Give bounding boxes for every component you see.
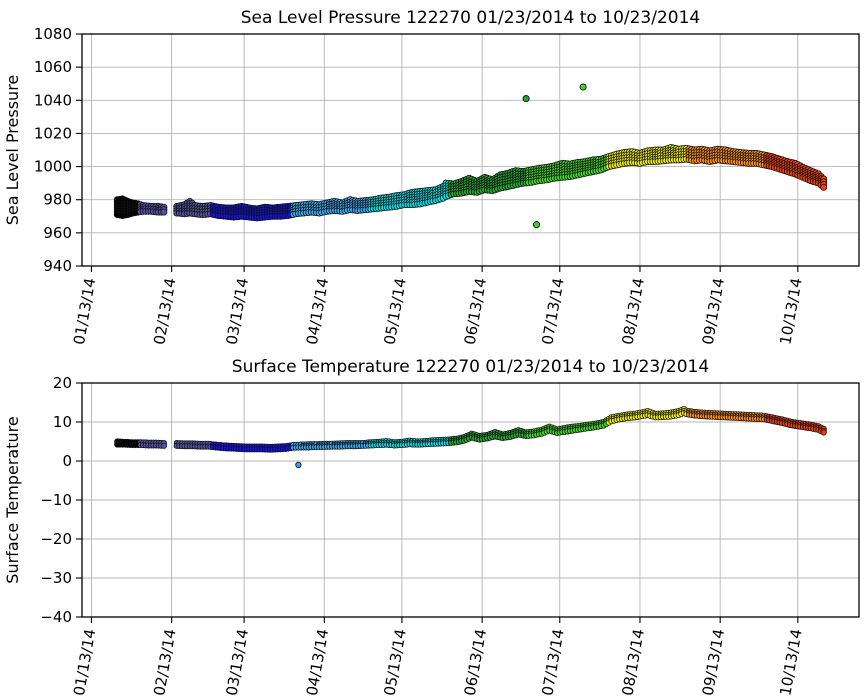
x-tick-label: 10/13/14	[776, 628, 805, 697]
y-tick-label: 960	[43, 224, 72, 242]
y-tick-label: 0	[62, 452, 72, 470]
x-tick-label: 07/13/14	[538, 277, 567, 346]
y-tick-label: 1000	[34, 158, 72, 176]
x-tick-label: 06/13/14	[461, 628, 490, 697]
y-tick-label: 1020	[34, 124, 72, 142]
x-tick-label: 08/13/14	[618, 277, 647, 346]
x-tick-label: 05/13/14	[380, 628, 409, 697]
y-tick-label: 20	[53, 374, 72, 392]
y-tick-label: 1060	[34, 58, 72, 76]
outlier-point	[522, 95, 530, 103]
outlier-points	[295, 461, 302, 469]
x-tick-label: 01/13/14	[70, 277, 99, 346]
outlier-point	[579, 83, 587, 91]
y-tick-label: 980	[43, 191, 72, 209]
x-tick-label: 07/13/14	[538, 628, 567, 697]
plot-border	[81, 33, 860, 267]
x-tick-label: 02/13/14	[150, 277, 179, 346]
y-tick-label: 10	[53, 413, 72, 431]
y-tick-label: −40	[40, 608, 72, 626]
outlier-point	[532, 221, 541, 229]
chart-title: Surface Temperature 122270 01/23/2014 to…	[232, 357, 709, 377]
x-tick-label: 10/13/14	[776, 277, 805, 346]
x-tick-label: 09/13/14	[699, 277, 728, 346]
y-tick-label: 940	[43, 257, 72, 275]
x-tick-label: 08/13/14	[618, 628, 647, 697]
axis-ticks	[76, 382, 799, 623]
axis-ticks	[76, 33, 799, 272]
x-tick-label: 06/13/14	[461, 277, 490, 346]
y-tick-label: 1080	[34, 25, 72, 43]
y-tick-label: −10	[40, 491, 72, 509]
x-tick-label: 03/13/14	[223, 628, 252, 697]
temperature-chart: −40 −30 −20 −10 0 10 20 01/13/14 02/13/14 03/13/1…	[3, 357, 860, 697]
y-tick-label: 1040	[34, 91, 72, 109]
y-axis-label: Sea Level Pressure	[3, 75, 22, 226]
x-tick-label: 04/13/14	[303, 277, 332, 346]
scatter-band	[114, 406, 827, 453]
x-tick-label: 04/13/14	[303, 628, 332, 697]
y-axis-label: Surface Temperature	[3, 416, 22, 583]
chart-title: Sea Level Pressure 122270 01/23/2014 to …	[241, 8, 700, 28]
pressure-chart: 940 960 980 1000 1020 1040 1060 1080 01/13/14 02/…	[3, 8, 860, 346]
x-tick-label: 03/13/14	[223, 277, 252, 346]
outlier-points	[522, 83, 587, 229]
x-tick-label: 09/13/14	[699, 628, 728, 697]
y-tick-label: −20	[40, 530, 72, 548]
x-tick-label: 05/13/14	[380, 277, 409, 346]
outlier-point	[295, 461, 302, 469]
scatter-band	[113, 144, 828, 222]
x-tick-label: 02/13/14	[150, 628, 179, 697]
y-tick-label: −30	[40, 569, 72, 587]
x-tick-label: 01/13/14	[70, 628, 99, 697]
